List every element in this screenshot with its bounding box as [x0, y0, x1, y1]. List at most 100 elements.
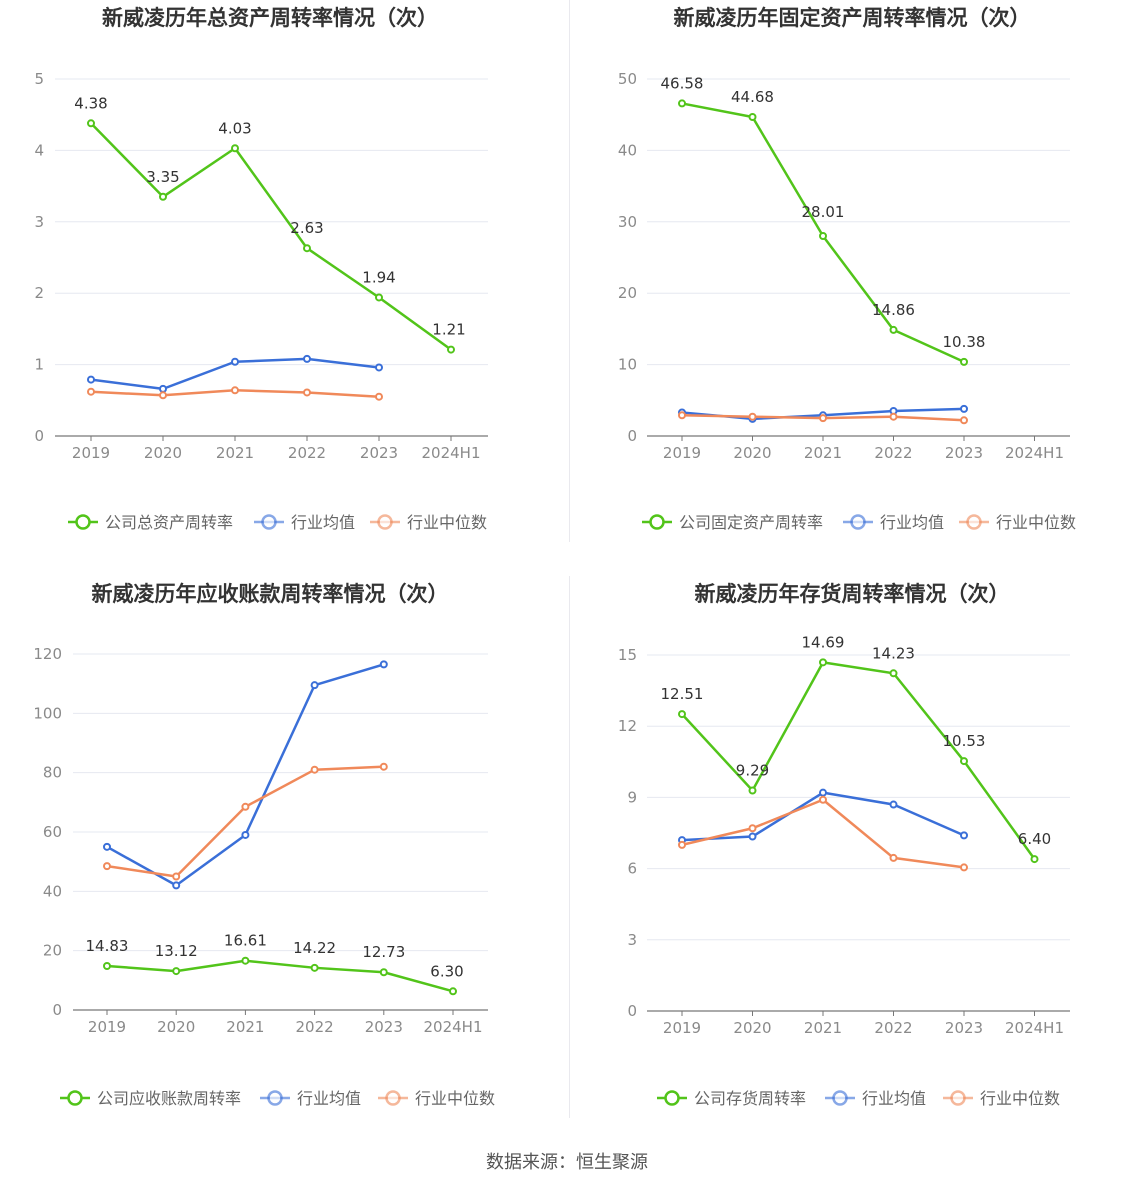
x-tick-label: 2021 — [226, 1018, 264, 1036]
series-line-median — [106, 765, 384, 878]
y-tick-label: 40 — [618, 141, 637, 159]
divider-top — [569, 0, 570, 542]
legend-item-median[interactable]: 行业中位数 — [378, 1089, 495, 1108]
chart-svg: 新威凌历年存货周转率情况（次） 0 3 6 9 12 15 2019 2020 2021 2022 2… — [618, 582, 1070, 1108]
legend-marker-icon — [950, 1090, 966, 1106]
legend-marker-icon — [385, 1090, 401, 1106]
legend-label: 公司固定资产周转率 — [679, 513, 823, 532]
y-tick-label: 0 — [34, 427, 44, 445]
data-point-avg — [87, 375, 95, 384]
data-point-company — [960, 357, 968, 366]
y-tick-label: 50 — [618, 70, 637, 88]
y-tick-label: 30 — [618, 213, 637, 231]
chart-svg: 新威凌历年固定资产周转率情况（次） 0 10 20 30 40 50 2019 2020 2021… — [618, 6, 1076, 532]
x-tick-label: 2022 — [288, 444, 326, 462]
data-label: 1.94 — [362, 268, 395, 286]
y-tick-label: 15 — [618, 646, 637, 664]
legend-item-median[interactable]: 行业中位数 — [959, 513, 1076, 532]
data-point-company — [103, 962, 111, 971]
chart-panel-inventory-turnover: 新威凌历年存货周转率情况（次） 0 3 6 9 12 15 2019 2020 2021 2022 2… — [567, 576, 1134, 1152]
y-tick-label: 3 — [627, 931, 637, 949]
data-point-median — [819, 795, 827, 804]
legend-item-avg[interactable]: 行业均值 — [260, 1089, 361, 1108]
legend-marker-icon — [75, 514, 91, 530]
chart-panel-fixed-asset-turnover: 新威凌历年固定资产周转率情况（次） 0 10 20 30 40 50 2019 2020 2021… — [567, 0, 1134, 576]
data-point-avg — [103, 842, 111, 851]
data-point-avg — [375, 363, 383, 372]
x-tick-label: 2021 — [216, 444, 254, 462]
data-label: 14.22 — [293, 939, 336, 957]
y-tick-label: 9 — [627, 788, 637, 806]
data-label: 6.30 — [430, 962, 463, 980]
data-point-avg — [231, 357, 239, 366]
x-tick-label: 2022 — [296, 1018, 334, 1036]
legend-item-median[interactable]: 行业中位数 — [943, 1089, 1060, 1108]
x-tick-label: 2019 — [72, 444, 110, 462]
chart-panel-receivable-turnover: 新威凌历年应收账款周转率情况（次） 0 20 40 60 80 100 120 2019 2020… — [0, 576, 567, 1152]
x-tick-label: 2019 — [88, 1018, 126, 1036]
data-point-company — [449, 987, 457, 996]
data-point-median — [103, 862, 111, 871]
legend-item-avg[interactable]: 行业均值 — [825, 1089, 926, 1108]
data-point-median — [678, 411, 686, 420]
x-tick-label: 2023 — [945, 444, 983, 462]
y-tick-label: 120 — [33, 645, 62, 663]
data-point-median — [819, 414, 827, 423]
legend-marker-icon — [649, 514, 665, 530]
data-point-median — [960, 416, 968, 425]
data-point-median — [303, 388, 311, 397]
y-tick-label: 6 — [627, 860, 637, 878]
data-source-note: 数据来源：恒生聚源 — [486, 1152, 648, 1173]
legend-label: 行业均值 — [291, 513, 355, 532]
series-line-avg — [106, 663, 385, 887]
data-point-avg — [159, 384, 167, 393]
legend-label: 行业中位数 — [996, 513, 1076, 532]
legend-item-avg[interactable]: 行业均值 — [843, 513, 944, 532]
data-point-company — [748, 112, 757, 121]
legend-item-median[interactable]: 行业中位数 — [370, 513, 487, 532]
legend-marker-icon — [850, 514, 866, 530]
y-tick-label: 0 — [627, 427, 637, 445]
data-point-median — [172, 872, 181, 881]
y-tick-label: 40 — [43, 882, 62, 900]
data-point-median — [748, 824, 757, 833]
data-point-company — [819, 232, 827, 241]
x-tick-label: 2022 — [874, 1019, 912, 1037]
legend-item-company[interactable]: 公司应收账款周转率 — [60, 1089, 241, 1108]
data-label: 9.29 — [736, 762, 769, 780]
legend-item-company[interactable]: 公司存货周转率 — [657, 1089, 806, 1108]
x-tick-label: 2021 — [804, 444, 842, 462]
data-label: 3.35 — [146, 168, 179, 186]
x-tick-label: 2024H1 — [424, 1018, 483, 1036]
data-label: 2.63 — [290, 219, 323, 237]
data-point-company — [889, 669, 898, 678]
chart-title: 新威凌历年应收账款周转率情况（次） — [92, 582, 449, 606]
series-line-median — [681, 798, 965, 869]
data-point-median — [159, 391, 167, 400]
data-point-avg — [241, 830, 250, 839]
x-tick-label: 2019 — [663, 1019, 701, 1037]
series-line-company — [681, 661, 1036, 860]
chart-panel-total-asset-turnover: 新威凌历年总资产周转率情况（次） 0 1 2 3 4 5 2019 2020 2021 2022 20… — [0, 0, 567, 576]
data-label: 14.83 — [86, 937, 129, 955]
data-point-company — [678, 99, 686, 108]
data-label: 13.12 — [155, 942, 198, 960]
data-label: 12.73 — [362, 943, 405, 961]
data-label: 14.23 — [872, 644, 915, 662]
data-point-company — [960, 757, 968, 766]
x-tick-label: 2023 — [365, 1018, 403, 1036]
data-label: 14.86 — [872, 301, 915, 319]
legend-item-company[interactable]: 公司总资产周转率 — [68, 513, 233, 532]
data-point-company — [231, 144, 239, 153]
x-tick-label: 2024H1 — [1005, 1019, 1064, 1037]
data-label: 14.69 — [802, 633, 845, 651]
data-point-company — [447, 345, 455, 354]
data-point-median — [960, 863, 968, 872]
y-tick-label: 80 — [43, 764, 62, 782]
x-tick-label: 2022 — [874, 444, 912, 462]
legend-item-avg[interactable]: 行业均值 — [254, 513, 355, 532]
legend-label: 行业中位数 — [407, 513, 487, 532]
legend-item-company[interactable]: 公司固定资产周转率 — [642, 513, 823, 532]
legend-label: 行业均值 — [880, 513, 944, 532]
data-point-median — [375, 392, 383, 401]
